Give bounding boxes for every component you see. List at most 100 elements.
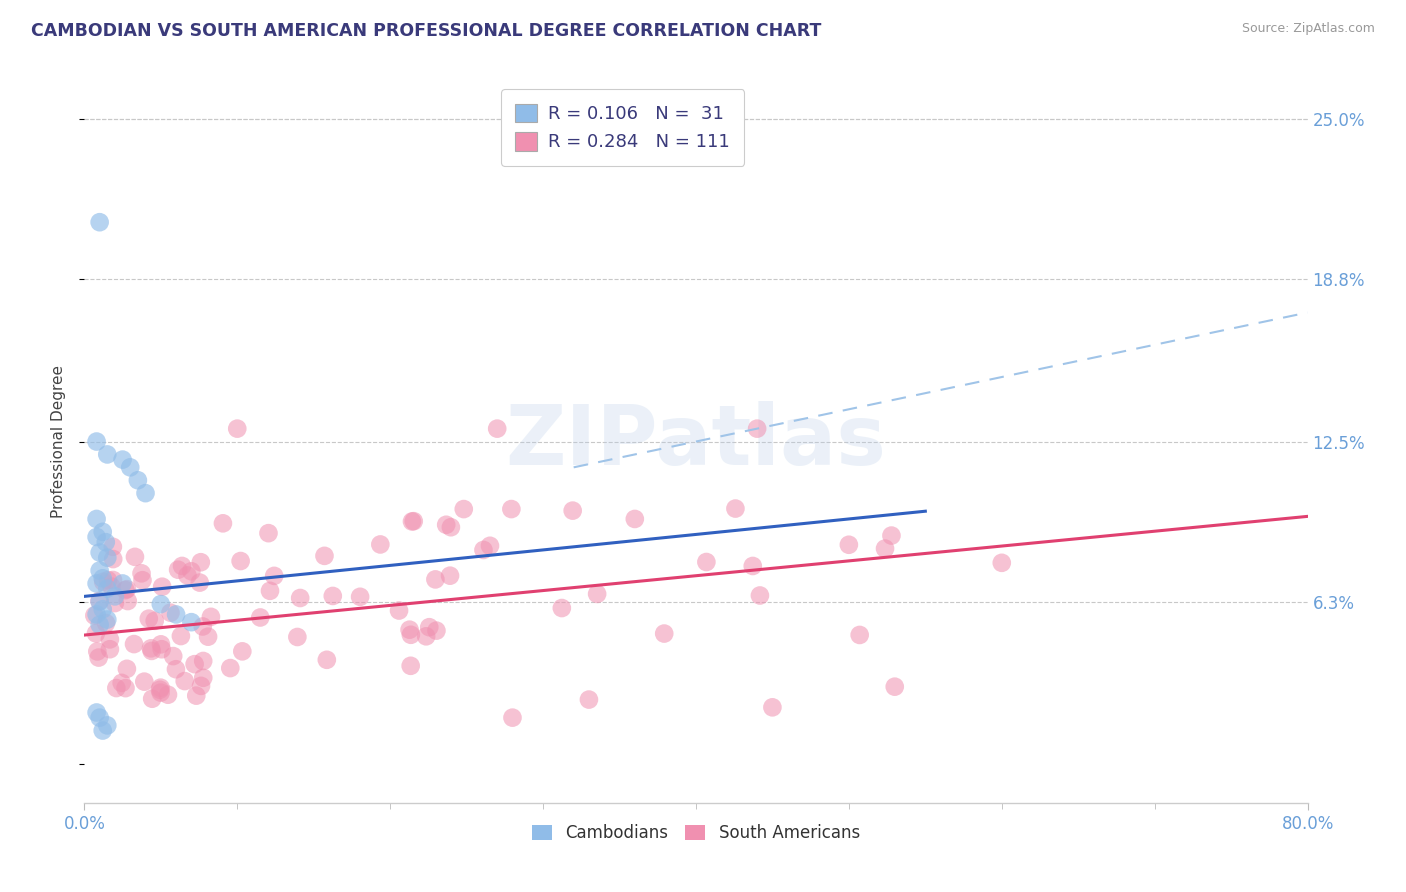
Point	[165, 662, 187, 676]
Point	[578, 692, 600, 706]
Point	[180, 564, 202, 578]
Point	[149, 685, 172, 699]
Point	[115, 662, 138, 676]
Point	[156, 688, 179, 702]
Point	[104, 590, 127, 604]
Point	[415, 629, 437, 643]
Point	[111, 452, 134, 467]
Point	[748, 589, 770, 603]
Point	[141, 644, 163, 658]
Point	[439, 568, 461, 582]
Point	[89, 594, 111, 608]
Point	[349, 590, 371, 604]
Point	[103, 552, 125, 566]
Point	[89, 617, 111, 632]
Point	[848, 628, 870, 642]
Point	[724, 501, 747, 516]
Point	[89, 711, 111, 725]
Point	[190, 679, 212, 693]
Point	[322, 589, 344, 603]
Point	[86, 434, 108, 449]
Y-axis label: Professional Degree: Professional Degree	[51, 365, 66, 518]
Point	[190, 555, 212, 569]
Point	[761, 700, 783, 714]
Point	[193, 671, 215, 685]
Point	[401, 515, 423, 529]
Point	[453, 502, 475, 516]
Point	[290, 591, 312, 605]
Point	[94, 616, 117, 631]
Point	[149, 637, 172, 651]
Point	[83, 608, 105, 623]
Point	[883, 680, 905, 694]
Point	[170, 558, 193, 573]
Point	[259, 583, 281, 598]
Point	[200, 610, 222, 624]
Point	[472, 543, 495, 558]
Point	[249, 610, 271, 624]
Point	[747, 422, 769, 436]
Point	[122, 637, 145, 651]
Point	[486, 422, 509, 436]
Point	[149, 681, 172, 695]
Point	[150, 642, 173, 657]
Point	[127, 473, 149, 487]
Point	[226, 422, 249, 436]
Point	[370, 537, 392, 551]
Point	[91, 574, 114, 589]
Point	[285, 630, 308, 644]
Point	[141, 691, 163, 706]
Point	[96, 718, 118, 732]
Point	[231, 644, 253, 658]
Point	[398, 623, 420, 637]
Point	[257, 526, 280, 541]
Point	[315, 653, 337, 667]
Point	[96, 550, 118, 565]
Point	[193, 654, 215, 668]
Point	[134, 674, 156, 689]
Point	[96, 613, 118, 627]
Point	[105, 681, 128, 695]
Point	[434, 517, 457, 532]
Point	[91, 524, 114, 539]
Point	[101, 573, 124, 587]
Point	[991, 556, 1014, 570]
Point	[89, 594, 111, 608]
Point	[741, 558, 763, 573]
Point	[96, 582, 118, 596]
Point	[186, 689, 208, 703]
Point	[96, 447, 118, 461]
Point	[183, 657, 205, 672]
Point	[501, 502, 523, 516]
Point	[402, 514, 425, 528]
Point	[162, 649, 184, 664]
Point	[94, 535, 117, 549]
Point	[131, 566, 153, 581]
Point	[114, 583, 136, 598]
Point	[100, 580, 122, 594]
Point	[502, 711, 524, 725]
Point	[111, 676, 134, 690]
Point	[219, 661, 242, 675]
Point	[89, 564, 111, 578]
Point	[117, 594, 139, 608]
Point	[149, 597, 172, 611]
Point	[89, 545, 111, 559]
Point	[652, 626, 675, 640]
Point	[86, 576, 108, 591]
Point	[135, 486, 157, 500]
Point	[624, 512, 647, 526]
Legend: Cambodians, South Americans: Cambodians, South Americans	[526, 817, 866, 848]
Point	[139, 641, 162, 656]
Point	[86, 607, 108, 622]
Point	[399, 658, 422, 673]
Point	[551, 601, 574, 615]
Point	[111, 576, 134, 591]
Point	[873, 541, 896, 556]
Point	[104, 596, 127, 610]
Point	[84, 626, 107, 640]
Point	[98, 642, 121, 657]
Point	[91, 571, 114, 585]
Point	[120, 460, 142, 475]
Point	[440, 520, 463, 534]
